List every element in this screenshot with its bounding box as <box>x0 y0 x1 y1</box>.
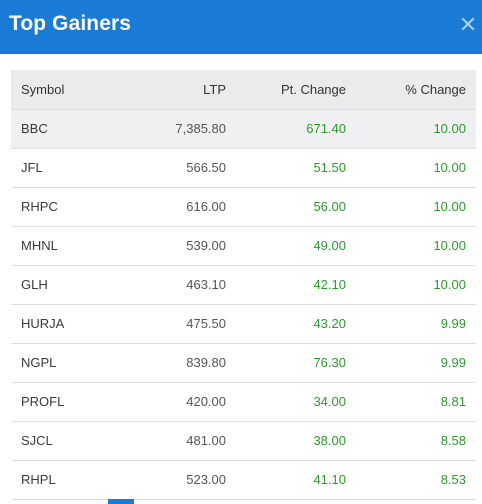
cell-symbol[interactable]: GLH <box>11 265 126 305</box>
cell-pct-change: 9.99 <box>356 304 476 344</box>
modal-header: Top Gainers ✕ <box>0 0 482 54</box>
pagination-tab[interactable] <box>108 499 134 504</box>
column-header-pt-change[interactable]: Pt. Change <box>236 70 356 110</box>
gainers-table: Symbol LTP Pt. Change % Change BBC 7,385… <box>11 70 476 500</box>
cell-pct-change: 9.99 <box>356 343 476 383</box>
cell-pct-change: 10.00 <box>356 109 476 149</box>
table-row[interactable]: JFL 566.50 51.50 10.00 <box>11 148 476 188</box>
cell-pt-change: 49.00 <box>236 226 356 266</box>
table-row[interactable]: RHPC 616.00 56.00 10.00 <box>11 187 476 227</box>
cell-pt-change: 34.00 <box>236 382 356 422</box>
cell-symbol[interactable]: HURJA <box>11 304 126 344</box>
table-row[interactable]: NGPL 839.80 76.30 9.99 <box>11 343 476 383</box>
cell-pt-change: 41.10 <box>236 460 356 500</box>
cell-pt-change: 51.50 <box>236 148 356 188</box>
cell-ltp: 539.00 <box>126 226 236 266</box>
cell-symbol[interactable]: RHPC <box>11 187 126 227</box>
cell-ltp: 463.10 <box>126 265 236 305</box>
cell-ltp: 566.50 <box>126 148 236 188</box>
column-header-symbol[interactable]: Symbol <box>11 70 126 110</box>
cell-symbol[interactable]: MHNL <box>11 226 126 266</box>
cell-ltp: 7,385.80 <box>126 109 236 149</box>
cell-symbol[interactable]: BBC <box>11 109 126 149</box>
cell-ltp: 523.00 <box>126 460 236 500</box>
cell-ltp: 481.00 <box>126 421 236 461</box>
cell-pct-change: 8.53 <box>356 460 476 500</box>
cell-ltp: 475.50 <box>126 304 236 344</box>
close-icon[interactable]: ✕ <box>458 12 478 37</box>
gainers-table-container: Symbol LTP Pt. Change % Change BBC 7,385… <box>11 70 476 500</box>
cell-symbol[interactable]: JFL <box>11 148 126 188</box>
column-header-pct-change[interactable]: % Change <box>356 70 476 110</box>
cell-symbol[interactable]: PROFL <box>11 382 126 422</box>
cell-pct-change: 10.00 <box>356 265 476 305</box>
table-row[interactable]: PROFL 420.00 34.00 8.81 <box>11 382 476 422</box>
cell-pt-change: 56.00 <box>236 187 356 227</box>
cell-pt-change: 671.40 <box>236 109 356 149</box>
table-row[interactable]: BBC 7,385.80 671.40 10.00 <box>11 109 476 149</box>
cell-ltp: 616.00 <box>126 187 236 227</box>
cell-pct-change: 10.00 <box>356 148 476 188</box>
cell-pct-change: 10.00 <box>356 187 476 227</box>
cell-pt-change: 43.20 <box>236 304 356 344</box>
cell-pct-change: 8.58 <box>356 421 476 461</box>
table-row[interactable]: MHNL 539.00 49.00 10.00 <box>11 226 476 266</box>
cell-pct-change: 8.81 <box>356 382 476 422</box>
table-row[interactable]: SJCL 481.00 38.00 8.58 <box>11 421 476 461</box>
column-header-ltp[interactable]: LTP <box>126 70 236 110</box>
table-row[interactable]: HURJA 475.50 43.20 9.99 <box>11 304 476 344</box>
table-body: BBC 7,385.80 671.40 10.00 JFL 566.50 51.… <box>11 109 476 500</box>
cell-ltp: 839.80 <box>126 343 236 383</box>
cell-symbol[interactable]: SJCL <box>11 421 126 461</box>
cell-symbol[interactable]: NGPL <box>11 343 126 383</box>
table-row[interactable]: GLH 463.10 42.10 10.00 <box>11 265 476 305</box>
cell-ltp: 420.00 <box>126 382 236 422</box>
cell-pt-change: 76.30 <box>236 343 356 383</box>
cell-pct-change: 10.00 <box>356 226 476 266</box>
modal-title: Top Gainers <box>9 12 132 35</box>
table-row[interactable]: RHPL 523.00 41.10 8.53 <box>11 460 476 500</box>
table-header-row: Symbol LTP Pt. Change % Change <box>11 70 476 110</box>
cell-pt-change: 42.10 <box>236 265 356 305</box>
cell-symbol[interactable]: RHPL <box>11 460 126 500</box>
cell-pt-change: 38.00 <box>236 421 356 461</box>
